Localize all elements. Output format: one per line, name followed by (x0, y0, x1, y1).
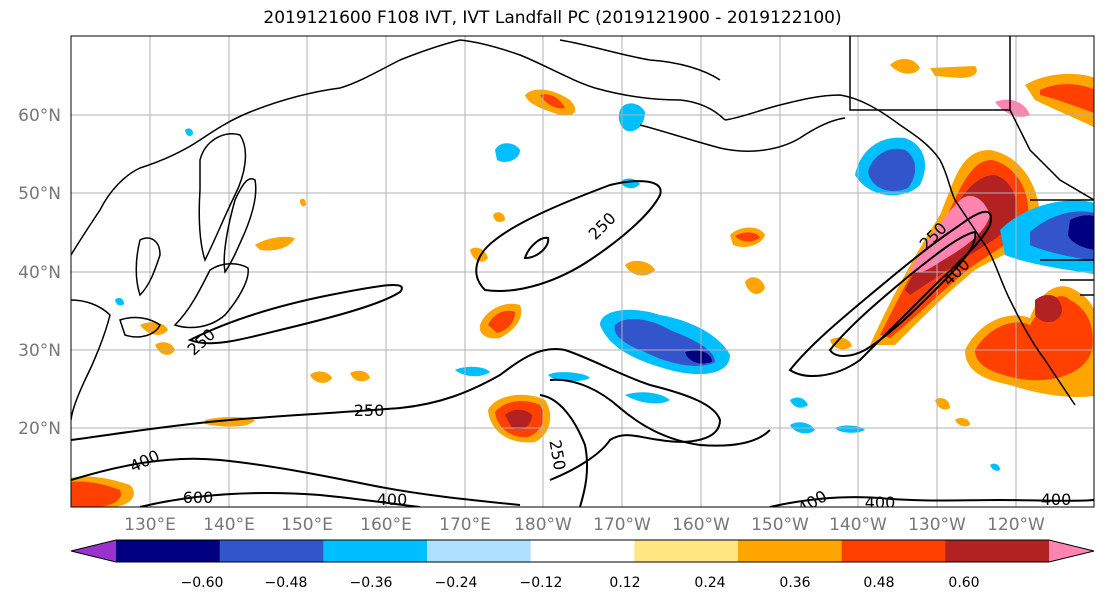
colorbar-tick-label: 0.24 (694, 575, 725, 591)
colorbar-segment (945, 540, 1050, 562)
colorbar-tick-label: 0.48 (863, 575, 894, 591)
ivt-contours (71, 180, 1094, 507)
contour-label: 400 (865, 493, 896, 512)
map-title: 2019121600 F108 IVT, IVT Landfall PC (20… (263, 8, 842, 28)
lon-label: 130°E (124, 515, 176, 535)
colorbar (70, 539, 1095, 563)
graticule (71, 36, 1094, 507)
anomaly-shading (71, 58, 1094, 507)
lon-label: 160°E (360, 515, 412, 535)
colorbar-segment (219, 540, 324, 562)
lon-label: 160°W (672, 515, 730, 535)
colorbar-tick-label: −0.48 (265, 575, 308, 591)
colorbar-tick-label: −0.24 (435, 575, 478, 591)
map-border (70, 35, 1095, 508)
lon-label: 170°W (593, 515, 651, 535)
colorbar-tick-label: 0.12 (609, 575, 640, 591)
colorbar-segment (71, 540, 116, 562)
colorbar-tick-label: −0.60 (181, 575, 224, 591)
colorbar-segment (530, 540, 635, 562)
colorbar-segment (1049, 540, 1094, 562)
lon-label: 180°W (514, 515, 572, 535)
coastlines (71, 36, 1094, 421)
colorbar-outline (70, 539, 1095, 563)
lon-label: 130°W (908, 515, 966, 535)
colorbar-tick-label: −0.36 (350, 575, 393, 591)
lat-label: 40°N (18, 263, 61, 283)
lon-label: 140°E (203, 515, 255, 535)
contour-label: 400 (1041, 490, 1072, 509)
lon-label: 150°W (751, 515, 809, 535)
colorbar-segment (116, 540, 221, 562)
lon-label: 140°W (829, 515, 887, 535)
latitude-labels: 60°N 50°N 40°N 30°N 20°N (18, 106, 61, 439)
lat-label: 50°N (18, 184, 61, 204)
lon-label: 120°W (987, 515, 1045, 535)
colorbar-tick-label: 0.60 (948, 575, 979, 591)
colorbar-tick-label: 0.36 (779, 575, 810, 591)
contour-label: 600 (183, 488, 214, 507)
colorbar-segment (427, 540, 532, 562)
lat-label: 60°N (18, 106, 61, 126)
colorbar-segment (634, 540, 739, 562)
lat-label: 20°N (18, 419, 61, 439)
lon-label: 170°E (439, 515, 491, 535)
contour-label: 250 (354, 401, 385, 420)
colorbar-tick-label: −0.12 (520, 575, 563, 591)
colorbar-segment (323, 540, 428, 562)
longitude-labels: 130°E 140°E 150°E 160°E 170°E 180°W 170°… (124, 515, 1045, 535)
lon-label: 150°E (281, 515, 333, 535)
colorbar-segment (841, 540, 946, 562)
colorbar-segment (738, 540, 843, 562)
colorbar-labels: −0.60 −0.48 −0.36 −0.24 −0.12 0.12 0.24 … (181, 575, 980, 591)
contour-label: 400 (377, 490, 408, 509)
lat-label: 30°N (18, 341, 61, 361)
